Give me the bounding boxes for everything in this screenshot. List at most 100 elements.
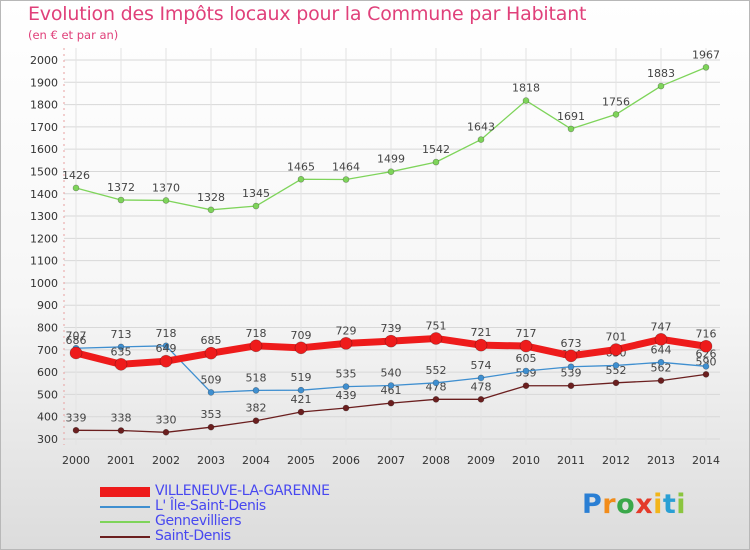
data-point-villeneuve-la-garenne [249,339,263,353]
data-label-villeneuve-la-garenne: 673 [561,337,582,350]
data-label-l-le-saint-denis: 535 [336,368,357,381]
data-label-gennevilliers: 1818 [512,82,540,95]
data-label-gennevilliers: 1372 [107,181,135,194]
data-label-saint-denis: 478 [471,380,492,393]
data-label-saint-denis: 562 [651,362,672,375]
data-point-villeneuve-la-garenne [159,354,173,368]
x-tick-label: 2009 [467,454,495,467]
data-point-saint-denis [387,399,395,407]
data-label-villeneuve-la-garenne: 718 [246,327,267,340]
data-label-saint-denis: 330 [156,413,177,426]
legend-item-saint-denis[interactable]: Saint-Denis [100,529,400,544]
y-tick-label: 600 [37,366,58,379]
y-tick-label: 1800 [30,99,58,112]
x-tick-label: 2014 [692,454,720,467]
data-point-gennevilliers [72,184,80,192]
legend-label-ile-saint-denis: L' Île-Saint-Denis [155,498,266,514]
y-tick-label: 1400 [30,188,58,201]
logo-letter: o [616,489,636,520]
data-point-l-le-saint-denis [207,389,215,396]
data-point-saint-denis [567,382,575,390]
data-point-saint-denis [522,382,530,390]
data-label-l-le-saint-denis: 605 [516,352,537,365]
y-tick-label: 1000 [30,277,58,290]
data-label-l-le-saint-denis: 519 [291,371,312,384]
data-point-saint-denis [432,396,440,403]
data-point-l-le-saint-denis [297,386,305,394]
data-label-gennevilliers: 1370 [152,181,180,194]
x-tick-label: 2012 [602,454,630,467]
logo-letter: r [602,489,617,520]
legend-item-gennevilliers[interactable]: Gennevilliers [100,514,400,529]
legend-label-saint-denis: Saint-Denis [155,528,231,544]
x-tick-label: 2007 [377,454,405,467]
x-tick-label: 2002 [152,454,180,467]
data-point-villeneuve-la-garenne [69,346,83,360]
data-point-villeneuve-la-garenne [384,334,398,348]
data-point-gennevilliers [522,97,530,104]
data-label-villeneuve-la-garenne: 685 [201,334,222,347]
legend-item-ile-saint-denis[interactable]: L' Île-Saint-Denis [100,499,400,514]
data-point-l-le-saint-denis [702,363,710,370]
logo-letter: P [582,489,603,520]
data-label-villeneuve-la-garenne: 739 [381,322,402,335]
y-tick-label: 900 [37,299,58,312]
x-tick-label: 2001 [107,454,135,467]
data-point-l-le-saint-denis [162,342,170,350]
x-tick-label: 2005 [287,454,315,467]
data-point-l-le-saint-denis [342,383,350,390]
x-tick-label: 2003 [197,454,225,467]
legend-item-villeneuve[interactable]: VILLENEUVE-LA-GARENNE [100,484,400,499]
data-label-gennevilliers: 1967 [692,48,720,61]
data-point-villeneuve-la-garenne [699,339,713,353]
data-point-gennevilliers [207,206,215,214]
data-label-villeneuve-la-garenne: 686 [66,334,87,347]
data-point-gennevilliers [117,196,125,204]
logo-letter: t [662,489,677,520]
data-label-l-le-saint-denis: 713 [111,328,132,341]
data-point-saint-denis [612,379,620,387]
data-point-villeneuve-la-garenne [294,341,308,355]
proxiti-logo[interactable]: Proxiti [582,489,686,520]
y-tick-label: 400 [37,411,58,424]
data-point-gennevilliers [162,197,170,204]
data-point-saint-denis [117,427,125,434]
legend-label-villeneuve: VILLENEUVE-LA-GARENNE [155,483,330,499]
data-label-gennevilliers: 1464 [332,160,360,173]
data-point-saint-denis [162,429,170,436]
y-tick-label: 1700 [30,121,58,134]
data-label-villeneuve-la-garenne: 751 [426,319,447,332]
data-label-villeneuve-la-garenne: 716 [696,327,717,340]
data-label-villeneuve-la-garenne: 649 [156,342,177,355]
data-label-gennevilliers: 1691 [557,110,585,123]
data-label-villeneuve-la-garenne: 635 [111,345,132,358]
data-point-villeneuve-la-garenne [564,349,578,363]
legend-swatch-gennevilliers [100,521,150,523]
data-label-l-le-saint-denis: 518 [246,371,267,384]
y-tick-label: 700 [37,344,58,357]
data-label-saint-denis: 339 [66,411,87,424]
data-label-gennevilliers: 1756 [602,95,630,108]
y-tick-label: 1300 [30,210,58,223]
data-point-saint-denis [252,417,260,425]
data-label-l-le-saint-denis: 574 [471,359,492,372]
data-label-villeneuve-la-garenne: 721 [471,326,492,339]
data-label-l-le-saint-denis: 540 [381,366,402,379]
data-point-villeneuve-la-garenne [204,346,218,360]
data-label-gennevilliers: 1465 [287,160,315,173]
chart-subtitle: (en € et par an) [28,28,119,42]
data-point-villeneuve-la-garenne [339,337,353,350]
data-label-gennevilliers: 1542 [422,143,450,156]
data-label-saint-denis: 539 [561,367,582,380]
data-point-l-le-saint-denis [387,382,395,389]
data-label-villeneuve-la-garenne: 701 [606,331,627,344]
y-tick-label: 500 [37,388,58,401]
data-point-villeneuve-la-garenne [519,339,533,353]
data-point-gennevilliers [342,176,350,183]
y-tick-label: 1600 [30,143,58,156]
data-point-l-le-saint-denis [567,363,575,371]
data-point-saint-denis [207,423,215,431]
data-point-l-le-saint-denis [117,343,125,351]
y-tick-label: 2000 [30,54,58,67]
